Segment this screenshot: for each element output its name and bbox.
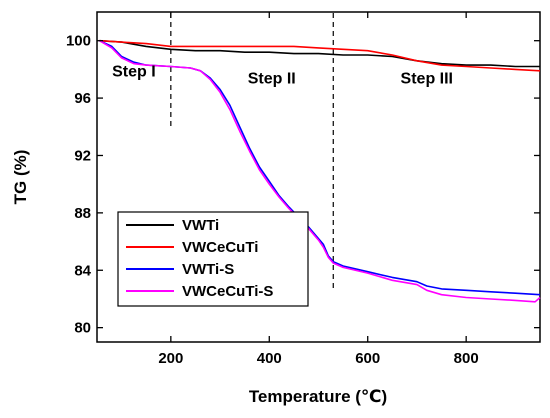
x-tick-label: 600 — [355, 350, 380, 367]
x-tick-label: 200 — [158, 350, 183, 367]
step-dividers — [170, 13, 334, 292]
x-axis-ticks: 200 400 600 800 — [158, 12, 479, 367]
y-axis-title: TG (%) — [11, 150, 30, 205]
y-tick-label: 88 — [74, 205, 91, 222]
step-annotations: Step I Step II Step III — [112, 64, 453, 88]
x-tick-label: 400 — [257, 350, 282, 367]
y-tick-label: 80 — [74, 320, 91, 337]
y-tick-label: 84 — [74, 262, 91, 279]
x-tick-label: 800 — [454, 350, 479, 367]
y-tick-label: 92 — [74, 147, 91, 164]
plot-area-frame — [96, 11, 541, 343]
step-label-2: Step II — [248, 71, 296, 88]
x-axis-title: Temperature (℃) — [249, 387, 387, 406]
step-label-1: Step I — [112, 64, 156, 81]
legend-label-vwcecuti-s: VWCeCuTi-S — [182, 283, 273, 300]
legend-label-vwti: VWTi — [182, 217, 219, 234]
legend: VWTi VWCeCuTi VWTi-S VWCeCuTi-S — [117, 211, 309, 307]
legend-label-vwti-s: VWTi-S — [182, 261, 234, 278]
y-tick-label: 96 — [74, 90, 91, 107]
legend-label-vwcecuti: VWCeCuTi — [182, 239, 258, 256]
series-line-vwti — [99, 39, 540, 68]
series-line-vwcecuti — [99, 39, 541, 72]
step-label-3: Step III — [401, 71, 453, 88]
y-tick-label: 100 — [66, 33, 91, 50]
y-axis-ticks: 80 84 88 92 96 100 — [66, 33, 540, 337]
